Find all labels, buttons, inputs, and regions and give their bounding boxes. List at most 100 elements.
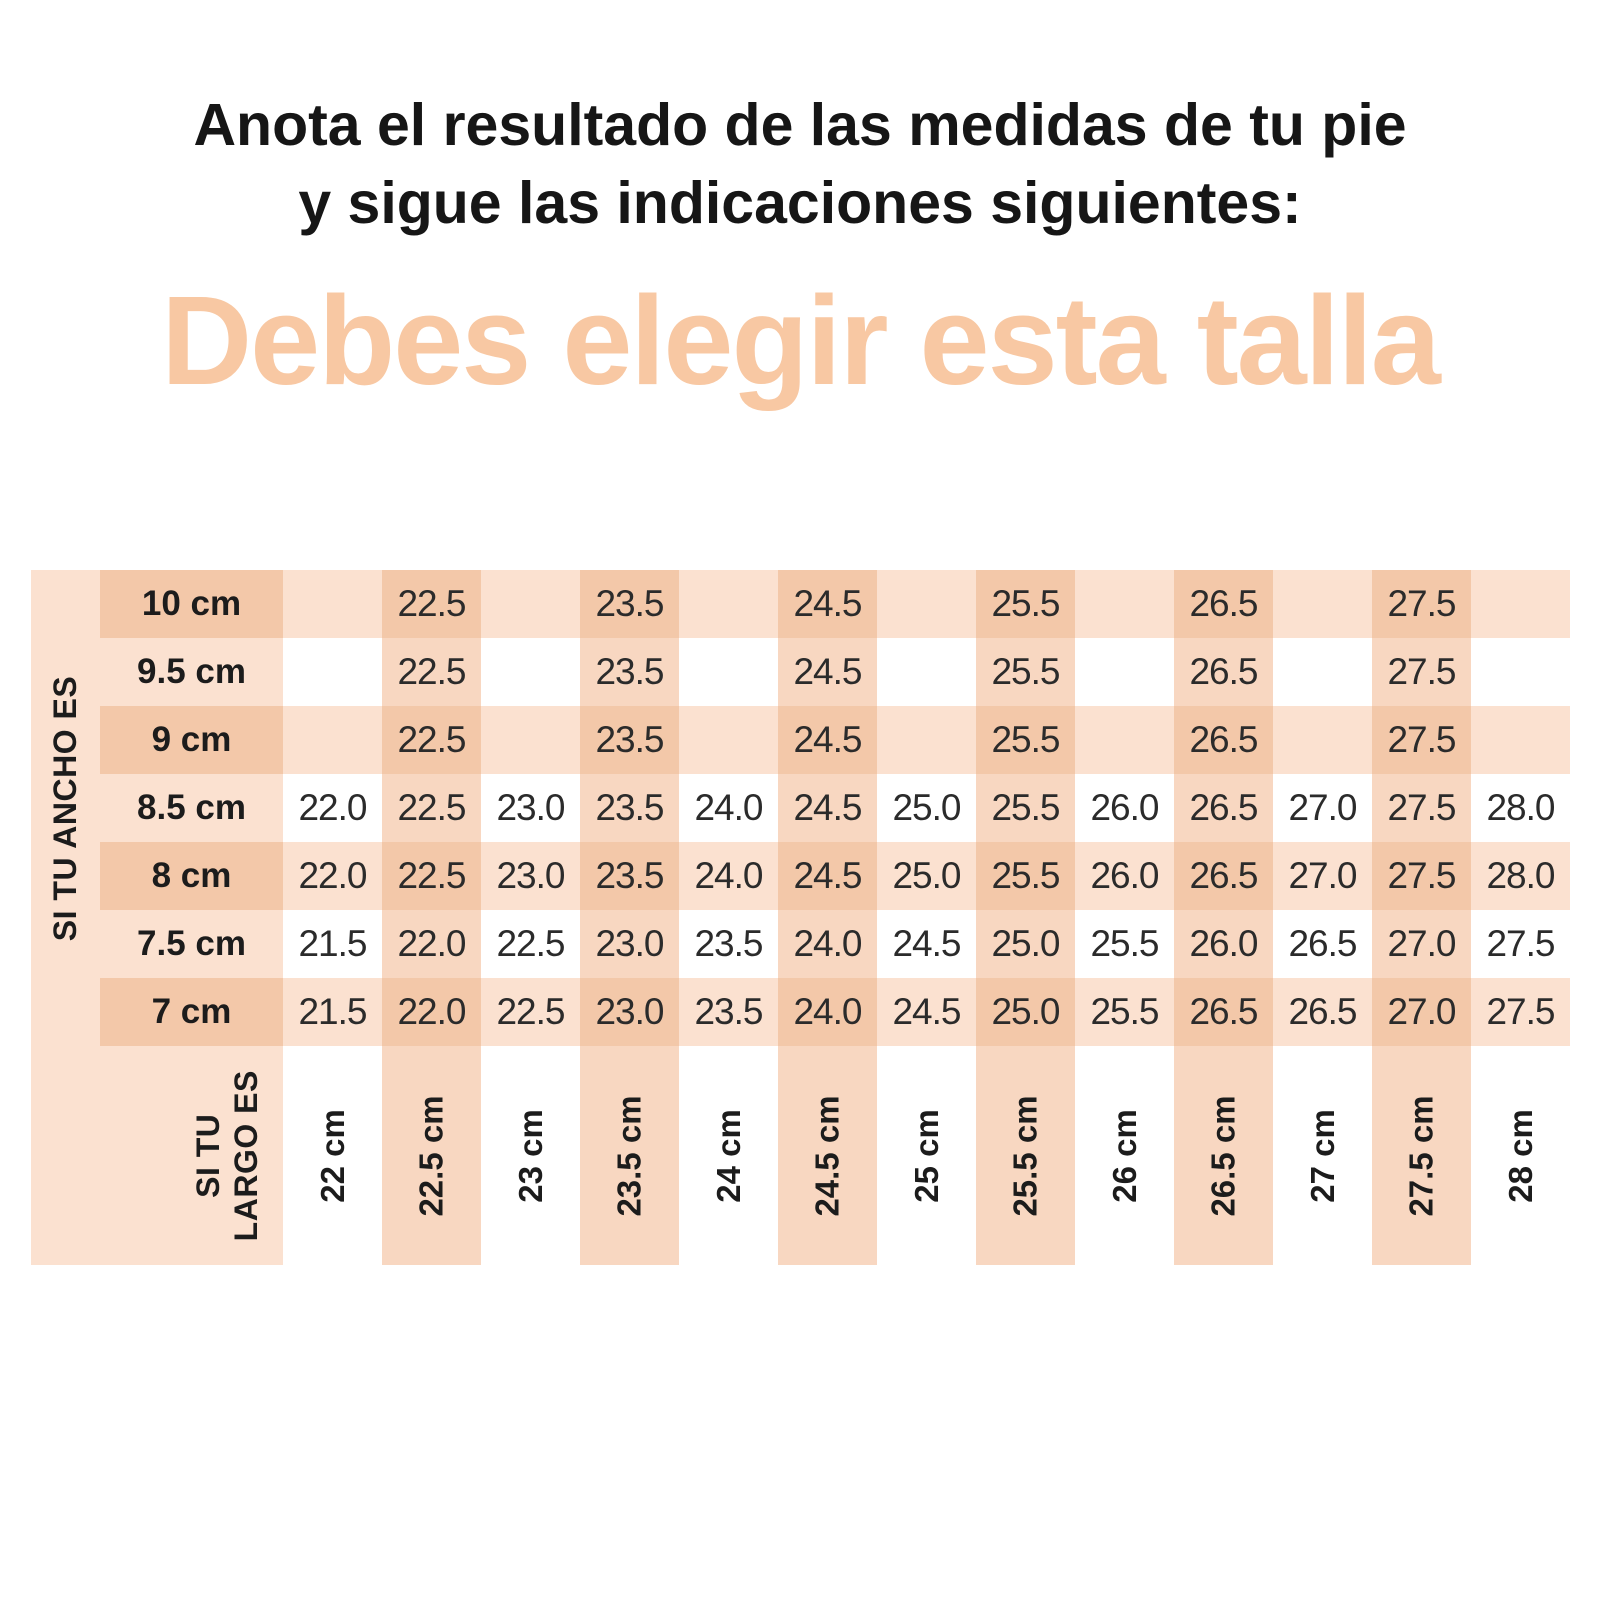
size-value: 22.5: [397, 583, 466, 624]
empty-cell: [1075, 570, 1174, 638]
size-cell: 27.5: [1372, 774, 1471, 842]
size-value: 27.0: [1288, 855, 1357, 896]
size-value: 26.5: [1288, 923, 1357, 964]
size-value: 22.5: [397, 719, 466, 760]
size-cell: 23.0: [481, 774, 580, 842]
size-value: 26.5: [1288, 991, 1357, 1032]
size-value: 25.5: [991, 719, 1060, 760]
size-cell: 26.5: [1174, 774, 1273, 842]
size-value: 23.0: [496, 855, 565, 896]
size-cell: 23.0: [580, 978, 679, 1046]
size-value: 22.0: [397, 923, 466, 964]
size-value: 24.5: [793, 719, 862, 760]
size-cell: 26.5: [1273, 978, 1372, 1046]
size-cell: 27.5: [1471, 910, 1570, 978]
size-value: 27.5: [1387, 583, 1456, 624]
size-value: 26.5: [1189, 719, 1258, 760]
size-cell: 24.0: [679, 842, 778, 910]
size-cell: 25.5: [976, 570, 1075, 638]
heading-line2: y sigue las indicaciones siguientes:: [298, 170, 1302, 237]
size-cell: 25.0: [976, 910, 1075, 978]
empty-cell: [1471, 706, 1570, 774]
column-header-cell: 27.5 cm: [1372, 1046, 1471, 1265]
page-title: Debes elegir esta talla: [161, 270, 1441, 411]
column-label: 22 cm: [313, 1108, 351, 1203]
size-cell: 24.5: [778, 842, 877, 910]
column-label: 24.5 cm: [808, 1094, 846, 1217]
length-axis-label: SI TU LARGO ES: [190, 1069, 264, 1242]
empty-cell: [1273, 638, 1372, 706]
row-label: 8.5 cm: [137, 788, 246, 827]
size-value: 23.5: [595, 787, 664, 828]
empty-cell: [283, 638, 382, 706]
size-value: 27.5: [1387, 651, 1456, 692]
empty-cell: [877, 570, 976, 638]
size-value: 22.5: [496, 923, 565, 964]
size-cell: 23.0: [580, 910, 679, 978]
size-value: 25.5: [991, 855, 1060, 896]
size-chart-table: SI TU ANCHO ES 10 cm 22.5 23.5 24.5 25.5 26.5 2…: [31, 570, 1570, 1265]
size-value: 24.5: [793, 787, 862, 828]
size-value: 25.0: [991, 923, 1060, 964]
column-label: 23 cm: [511, 1108, 549, 1203]
size-value: 22.5: [397, 651, 466, 692]
size-value: 24.0: [793, 923, 862, 964]
column-label: 25 cm: [907, 1108, 945, 1203]
column-header-cell: 24 cm: [679, 1046, 778, 1265]
size-value: 24.0: [793, 991, 862, 1032]
size-value: 24.5: [892, 923, 961, 964]
size-cell: 26.0: [1075, 842, 1174, 910]
empty-cell: [679, 638, 778, 706]
row-label: 9 cm: [151, 720, 232, 759]
size-value: 25.0: [892, 855, 961, 896]
size-value: 21.5: [298, 991, 367, 1032]
heading-line1: Anota el resultado de las medidas de tu …: [193, 92, 1407, 158]
size-cell: 26.5: [1174, 842, 1273, 910]
size-value: 22.0: [298, 787, 367, 828]
size-cell: 25.5: [1075, 910, 1174, 978]
size-value: 25.5: [1090, 991, 1159, 1032]
size-value: 27.5: [1387, 787, 1456, 828]
size-cell: 24.5: [877, 910, 976, 978]
size-cell: 26.5: [1174, 638, 1273, 706]
size-cell: 27.5: [1372, 570, 1471, 638]
column-label: 26.5 cm: [1204, 1094, 1242, 1217]
size-value: 27.0: [1387, 991, 1456, 1032]
size-cell: 27.0: [1273, 774, 1372, 842]
size-cell: 23.5: [679, 910, 778, 978]
column-header-cell: 26.5 cm: [1174, 1046, 1273, 1265]
size-value: 26.0: [1090, 855, 1159, 896]
row-label-cell: 8.5 cm: [100, 774, 283, 842]
size-value: 26.5: [1189, 651, 1258, 692]
page-heading: Anota el resultado de las medidas de tu …: [0, 86, 1600, 243]
size-cell: 23.5: [580, 706, 679, 774]
column-label: 23.5 cm: [610, 1094, 648, 1217]
column-label: 28 cm: [1501, 1108, 1539, 1203]
size-value: 23.5: [595, 651, 664, 692]
size-value: 23.5: [595, 583, 664, 624]
size-cell: 26.5: [1174, 706, 1273, 774]
size-value: 24.5: [793, 583, 862, 624]
column-label: 27.5 cm: [1402, 1094, 1440, 1217]
column-header-cell: 26 cm: [1075, 1046, 1174, 1265]
empty-cell: [481, 638, 580, 706]
length-axis-block: SI TU LARGO ES: [31, 1046, 283, 1265]
empty-cell: [877, 638, 976, 706]
column-label: 27 cm: [1303, 1108, 1341, 1203]
size-value: 23.0: [496, 787, 565, 828]
size-cell: 26.5: [1174, 978, 1273, 1046]
size-cell: 25.5: [976, 706, 1075, 774]
size-value: 23.0: [595, 923, 664, 964]
size-value: 22.0: [397, 991, 466, 1032]
column-header-cell: 27 cm: [1273, 1046, 1372, 1265]
size-cell: 25.5: [976, 842, 1075, 910]
size-value: 27.5: [1387, 855, 1456, 896]
size-cell: 25.0: [877, 842, 976, 910]
size-value: 27.0: [1288, 787, 1357, 828]
column-label: 25.5 cm: [1006, 1094, 1044, 1217]
row-label: 8 cm: [151, 856, 232, 895]
size-cell: 23.5: [580, 570, 679, 638]
column-label: 24 cm: [709, 1108, 747, 1203]
empty-cell: [283, 706, 382, 774]
row-label: 10 cm: [141, 584, 242, 623]
